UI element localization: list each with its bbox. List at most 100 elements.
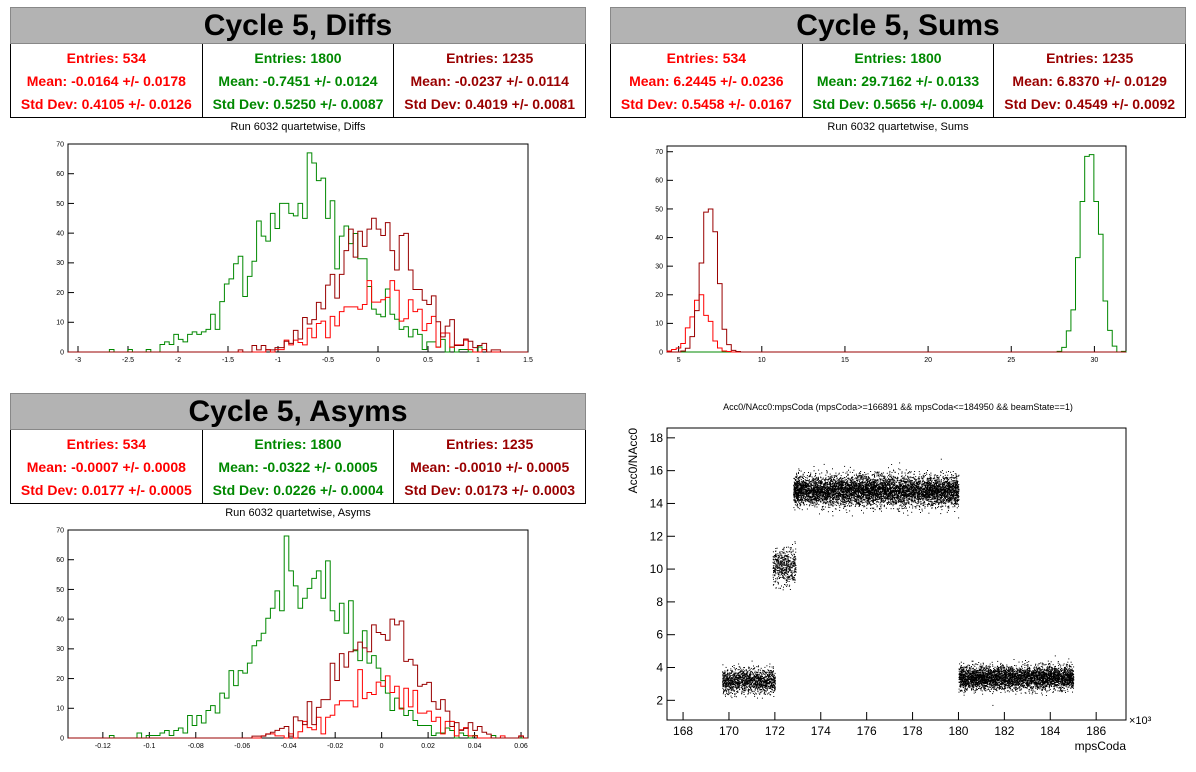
scatter-point [734, 676, 736, 678]
scatter-point [900, 488, 902, 490]
scatter-point [774, 556, 776, 557]
scatter-point [728, 672, 730, 674]
scatter-point [738, 674, 740, 676]
scatter-point [752, 679, 754, 681]
scatter-point [861, 475, 863, 477]
scatter-point [950, 479, 952, 481]
scatter-point [954, 491, 956, 493]
scatter-point [888, 479, 890, 480]
x-tick-label: 184 [1040, 724, 1060, 738]
scatter-point [831, 484, 833, 485]
scatter-point [738, 666, 740, 668]
scatter-point [793, 553, 795, 555]
scatter-point [793, 576, 795, 578]
scatter-point [766, 681, 768, 683]
scatter-point [730, 688, 732, 689]
scatter-point [804, 479, 806, 481]
scatter-point [794, 556, 796, 558]
scatter-point [759, 677, 761, 679]
scatter-point [744, 684, 746, 686]
scatter-point [830, 488, 832, 489]
scatter-point [781, 556, 783, 558]
scatter-point [911, 493, 913, 495]
scatter-point [731, 678, 733, 680]
scatter-point [906, 502, 908, 504]
scatter-point [782, 548, 784, 550]
scatter-point [775, 558, 776, 560]
scatter-point [753, 665, 754, 667]
scatter-point [773, 581, 775, 583]
scatter-point [736, 691, 738, 693]
scatter-point [802, 493, 804, 495]
scatter-point [789, 578, 791, 580]
scatter-point [919, 483, 921, 485]
scatter-point [907, 514, 909, 516]
scatter-point [784, 558, 786, 559]
scatter-point [937, 475, 939, 477]
scatter-point [744, 685, 746, 687]
scatter-point [734, 693, 736, 695]
scatter-point [839, 493, 841, 495]
scatter-point [774, 688, 776, 690]
scatter-point [945, 495, 947, 497]
scatter-point [760, 685, 762, 687]
scatter-point [757, 681, 758, 683]
scatter-point [743, 677, 745, 679]
scatter-point [777, 581, 779, 583]
scatter-point [945, 496, 947, 498]
scatter-point [803, 503, 805, 505]
scatter-point [958, 489, 960, 491]
scatter-point [843, 477, 845, 478]
scatter-point [755, 673, 756, 675]
scatter-point [783, 549, 785, 551]
scatter-point [859, 473, 861, 475]
scatter-point [769, 663, 771, 665]
scatter-point [931, 493, 933, 495]
scatter-point [752, 692, 754, 694]
scatter-point [773, 686, 775, 688]
scatter-point [775, 553, 777, 555]
scatter-point [781, 585, 782, 587]
scatter-point [725, 679, 727, 681]
scatter-point [766, 688, 768, 690]
scatter-point [942, 476, 944, 478]
scatter-point [794, 494, 795, 496]
scatter-point [779, 561, 781, 563]
scatter-point [740, 685, 742, 686]
scatter-point [770, 678, 771, 680]
scatter-point [931, 491, 933, 493]
scatter-point [784, 568, 786, 570]
scatter-point [795, 476, 797, 478]
scatter-point [772, 679, 774, 681]
scatter-point [752, 679, 754, 681]
scatter-point [954, 477, 956, 479]
scatter-point [772, 675, 774, 677]
scatter-point [747, 682, 749, 684]
scatter-point [931, 480, 932, 482]
scatter-point [929, 478, 930, 480]
scatter-point [802, 473, 804, 475]
scatter-point [835, 485, 837, 487]
scatter-point [834, 498, 836, 500]
scatter-point [756, 676, 758, 678]
scatter-point [800, 483, 802, 485]
y-tick-label: 2 [656, 693, 663, 707]
scatter-point [730, 686, 732, 688]
scatter-point [853, 490, 855, 492]
scatter-point [759, 680, 761, 682]
scatter-point [848, 483, 849, 485]
scatter-point [872, 484, 874, 486]
scatter-point [776, 565, 778, 567]
scatter-point [903, 478, 905, 480]
scatter-point [746, 672, 748, 674]
scatter-point [794, 489, 796, 491]
scatter-point [724, 674, 726, 676]
scatter-point [784, 558, 786, 560]
scatter-point [848, 503, 850, 505]
scatter-point [787, 568, 789, 569]
scatter-point [749, 692, 751, 694]
scatter-point [745, 680, 747, 682]
scatter-point [726, 679, 728, 681]
scatter-point [772, 670, 774, 672]
scatter-point [826, 484, 828, 486]
